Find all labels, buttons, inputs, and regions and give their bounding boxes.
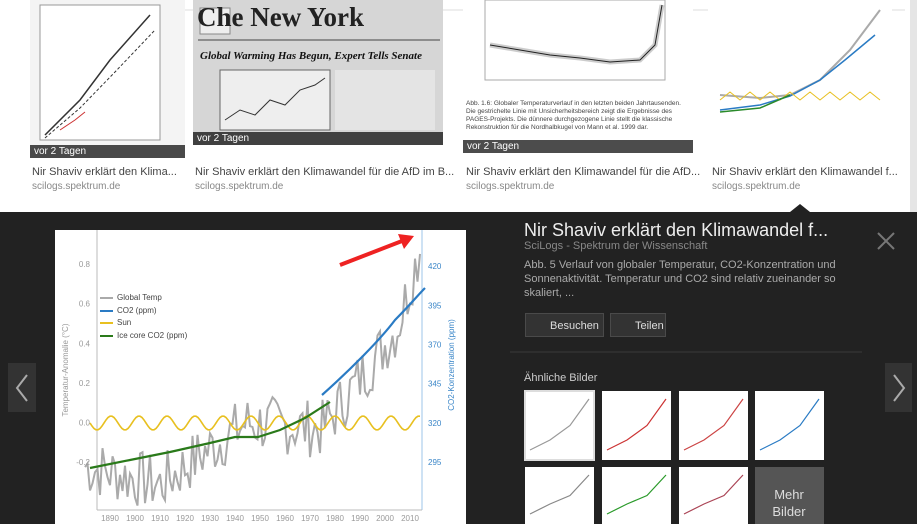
thumb-line — [683, 398, 744, 451]
pointer — [790, 204, 810, 212]
y-tick-label: -0.2 — [76, 458, 90, 467]
similar-thumbnail[interactable] — [602, 391, 671, 460]
thumbnail[interactable] — [463, 0, 693, 155]
thumbnail[interactable] — [193, 0, 443, 145]
preview-source: SciLogs - Spektrum der Wissenschaft — [524, 240, 708, 252]
more-images[interactable]: Mehr Bilder — [772, 487, 806, 519]
y-tick-label: 0.0 — [79, 419, 91, 428]
x-tick-label: 1990 — [351, 514, 369, 523]
similar-heading: Ähnliche Bilder — [524, 372, 598, 384]
badge: vor 2 Tagen — [467, 141, 520, 152]
y2-tick-label: 420 — [428, 262, 442, 271]
badge: vor 2 Tagen — [34, 146, 87, 157]
co2-curve — [321, 287, 426, 396]
similar-thumbnail[interactable] — [679, 391, 748, 460]
sun-curve — [89, 415, 420, 431]
temp-curve — [84, 253, 421, 506]
x-tick-label: 1920 — [176, 514, 194, 523]
y2-tick-label: 370 — [428, 341, 442, 350]
x-tick-label: 1900 — [126, 514, 144, 523]
legend-label: Sun — [117, 318, 131, 327]
result-title[interactable]: Nir Shaviv erklärt den Klima... — [32, 166, 177, 178]
y-tick-label: 0.6 — [79, 300, 91, 309]
result-source: scilogs.spektrum.de — [195, 181, 284, 192]
y2-tick-label: 295 — [428, 458, 442, 467]
headline: Global Warming Has Begun, Expert Tells S… — [200, 50, 422, 62]
result-source: scilogs.spektrum.de — [32, 181, 121, 192]
ice-core-curve — [89, 401, 331, 470]
thumb-line — [759, 398, 820, 451]
share-button[interactable]: Teilen — [610, 313, 666, 337]
y-tick-label: 0.4 — [79, 339, 91, 348]
result-source: scilogs.spektrum.de — [712, 181, 801, 192]
caption: Abb. 1.6: Globaler Temperaturverlauf in … — [466, 100, 681, 131]
x-tick-label: 1940 — [226, 514, 244, 523]
badge: vor 2 Tagen — [197, 133, 250, 144]
y2-tick-label: 320 — [428, 419, 442, 428]
scrollbar — [910, 0, 917, 212]
masthead: Che New York — [197, 2, 364, 32]
result-source: scilogs.spektrum.de — [466, 181, 555, 192]
x-tick-label: 1910 — [151, 514, 169, 523]
x-tick-label: 2010 — [401, 514, 419, 523]
similar-thumbnail[interactable] — [679, 467, 748, 524]
legend-label: Ice core CO2 (ppm) — [117, 331, 188, 340]
red-arrow — [339, 234, 414, 267]
y-axis-label: Temperatur-Anomalie (°C) — [61, 323, 70, 416]
legend-label: Global Temp — [117, 293, 162, 302]
visit-button[interactable]: Besuchen — [525, 313, 604, 337]
thumb-line — [683, 474, 744, 515]
more-tile[interactable] — [755, 467, 824, 524]
legend-label: CO2 (ppm) — [117, 306, 157, 315]
preview-title[interactable]: Nir Shaviv erklärt den Klimawandel f... — [524, 220, 829, 240]
result-title[interactable]: Nir Shaviv erklärt den Klimawandel für d… — [466, 166, 701, 178]
preview-description: Abb. 5 Verlauf von globaler Temperatur, … — [524, 259, 836, 299]
thumb-line — [529, 474, 590, 515]
y2-tick-label: 395 — [428, 301, 442, 310]
x-tick-label: 1950 — [251, 514, 269, 523]
x-tick-label: 1890 — [101, 514, 119, 523]
x-tick-label: 1960 — [276, 514, 294, 523]
x-tick-label: 1930 — [201, 514, 219, 523]
y2-axis-label: CO2-Konzentration (ppm) — [447, 319, 456, 411]
y-tick-label: 0.2 — [79, 379, 91, 388]
prev-arrow[interactable] — [8, 363, 36, 412]
x-tick-label: 2000 — [376, 514, 394, 523]
similar-thumbnail[interactable] — [525, 467, 594, 524]
legend-lines — [100, 297, 113, 337]
next-arrow[interactable] — [885, 363, 912, 412]
thumbnail[interactable] — [708, 0, 892, 158]
similar-thumbnail[interactable] — [755, 391, 824, 460]
similar-thumbnails — [524, 390, 824, 524]
result-title[interactable]: Nir Shaviv erklärt den Klimawandel f... — [712, 166, 898, 178]
result-title[interactable]: Nir Shaviv erklärt den Klimawandel für d… — [195, 166, 455, 178]
x-tick-label: 1980 — [326, 514, 344, 523]
y-tick-label: 0.8 — [79, 260, 91, 269]
thumb-line — [606, 474, 667, 515]
thumb-line — [529, 398, 590, 451]
thumb-line — [606, 398, 667, 451]
y2-tick-label: 345 — [428, 380, 442, 389]
similar-thumbnail[interactable] — [524, 390, 595, 461]
close-button[interactable] — [877, 232, 895, 250]
x-tick-label: 1970 — [301, 514, 319, 523]
similar-thumbnail[interactable] — [602, 467, 671, 524]
thumbnail[interactable] — [30, 0, 185, 158]
